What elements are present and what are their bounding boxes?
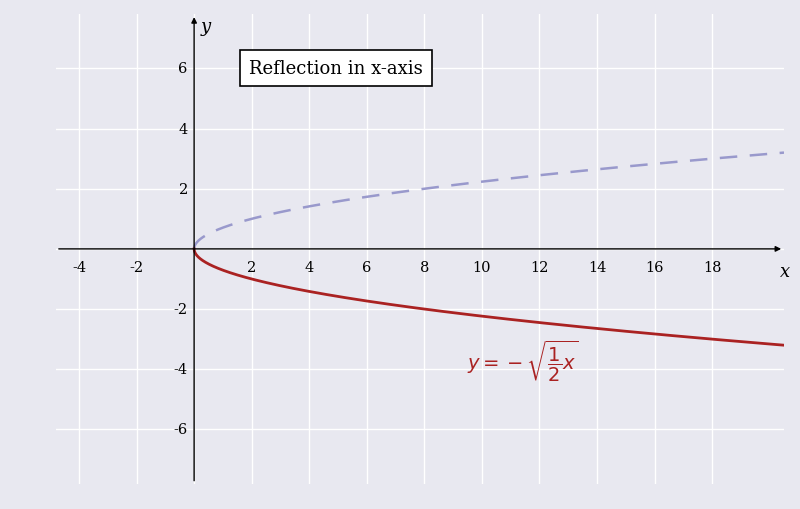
Text: -4: -4	[174, 362, 188, 377]
Text: 2: 2	[247, 261, 256, 275]
Text: -4: -4	[72, 261, 86, 275]
Text: -6: -6	[174, 422, 188, 437]
Text: 16: 16	[646, 261, 664, 275]
Text: Reflection in x-axis: Reflection in x-axis	[249, 60, 422, 78]
Text: -2: -2	[130, 261, 144, 275]
Text: 8: 8	[420, 261, 429, 275]
Text: 14: 14	[588, 261, 606, 275]
Text: 4: 4	[305, 261, 314, 275]
Text: 4: 4	[178, 122, 188, 136]
Text: 6: 6	[362, 261, 371, 275]
Text: $y = -\sqrt{\dfrac{1}{2}x}$: $y = -\sqrt{\dfrac{1}{2}x}$	[467, 338, 579, 383]
Text: 6: 6	[178, 62, 188, 76]
Text: 2: 2	[178, 182, 188, 196]
Text: 18: 18	[703, 261, 722, 275]
Text: x: x	[780, 262, 790, 280]
Text: y: y	[201, 18, 210, 36]
Text: 12: 12	[530, 261, 549, 275]
Text: 10: 10	[473, 261, 491, 275]
Text: -2: -2	[174, 302, 188, 317]
